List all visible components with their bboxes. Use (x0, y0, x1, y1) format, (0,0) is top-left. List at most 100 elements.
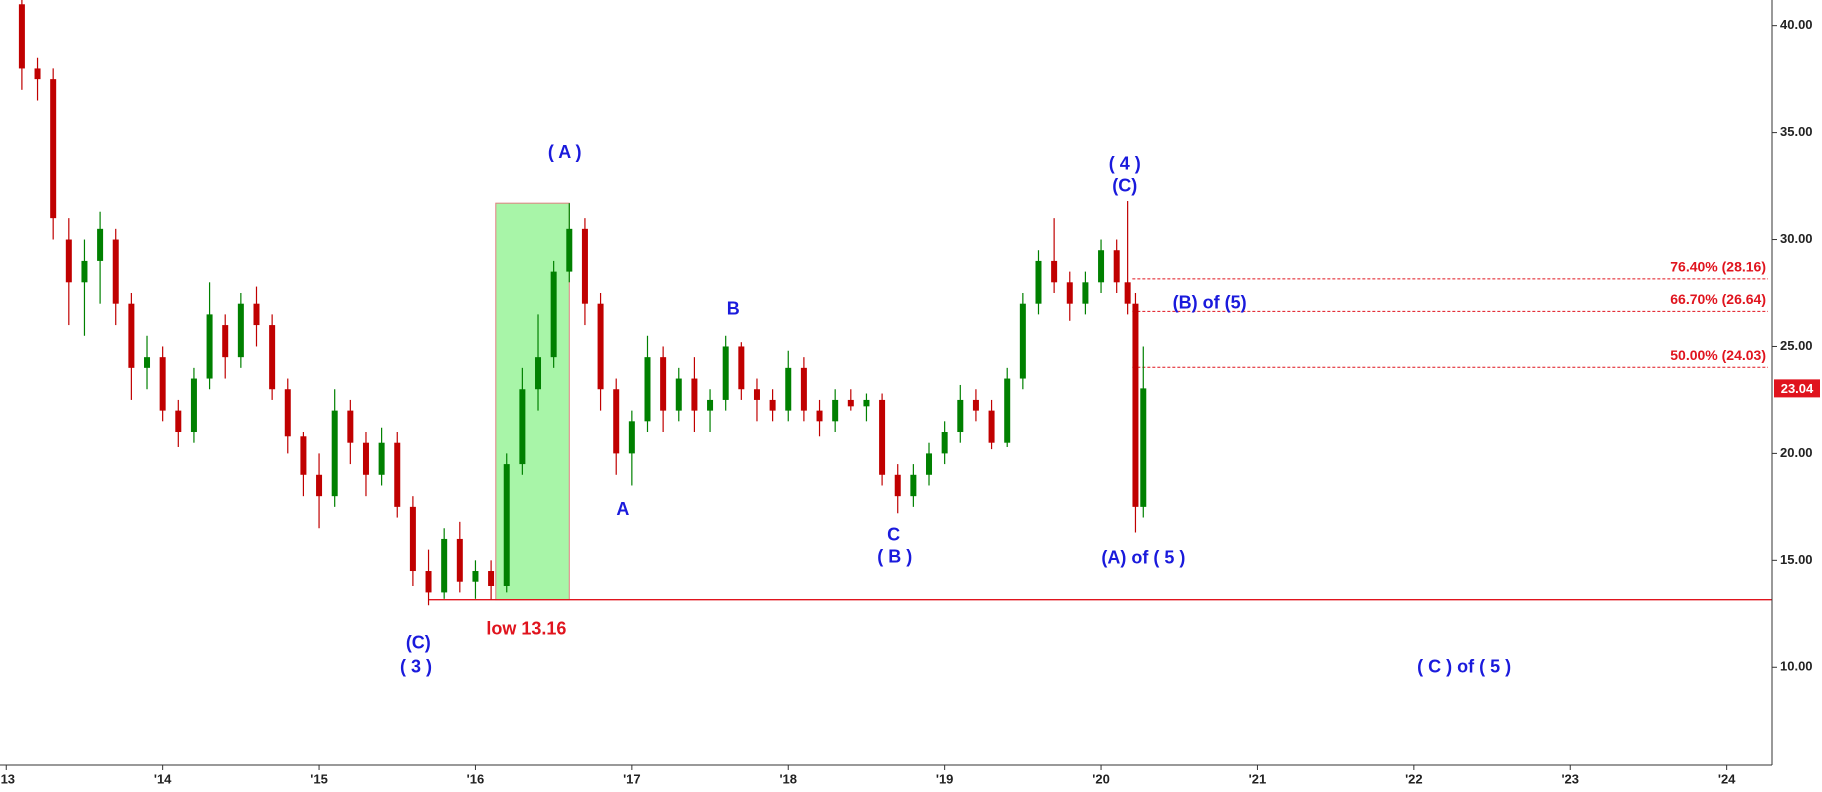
fib-level-label: 66.70% (26.64) (1670, 291, 1766, 307)
candle-body (675, 378, 682, 411)
candle-body (503, 464, 510, 586)
candle-body (1082, 282, 1089, 304)
candle-body (472, 571, 479, 582)
candle-body (378, 442, 385, 475)
candle-body (1113, 250, 1120, 283)
candle-body (941, 432, 948, 454)
candle-body (456, 538, 463, 582)
x-tick-label: '18 (779, 771, 797, 786)
plot-area (18, 0, 1772, 606)
x-tick-label: '15 (310, 771, 328, 786)
wave-label: ( B ) (877, 547, 912, 567)
price-tag (1774, 379, 1820, 398)
candle-body (425, 571, 432, 593)
candle-body (65, 239, 72, 283)
candle-body (926, 453, 933, 475)
y-tick-label: 40.00 (1780, 17, 1813, 32)
x-tick-label: '17 (623, 771, 641, 786)
candle-body (613, 389, 620, 454)
y-tick-label: 10.00 (1780, 659, 1813, 674)
candle-body (1140, 388, 1147, 507)
candle-body (190, 378, 197, 433)
candle-body (722, 346, 729, 400)
wave-label: B (727, 298, 740, 318)
candle-body (50, 79, 57, 219)
x-tick-label: '23 (1561, 771, 1579, 786)
candle-body (691, 378, 698, 411)
candle-body (832, 399, 839, 422)
candle-body (660, 357, 667, 411)
candle-body (394, 442, 401, 507)
candle-body (566, 228, 573, 272)
candle-body (97, 228, 104, 261)
candle-body (206, 314, 213, 379)
x-tick-label: '24 (1718, 771, 1736, 786)
y-tick-label: 35.00 (1780, 124, 1813, 139)
candle-body (128, 303, 135, 368)
wave-label: A (616, 499, 629, 519)
x-tick-label: '14 (154, 771, 172, 786)
candle-body (488, 571, 495, 586)
x-tick-label: '22 (1405, 771, 1423, 786)
wave-label: low 13.16 (486, 618, 566, 638)
wave-label: (C) (406, 632, 431, 652)
candle-body (316, 474, 323, 497)
candle-body (535, 357, 542, 390)
wave-label: (A) of ( 5 ) (1101, 548, 1185, 568)
candle-body (644, 357, 651, 422)
candle-body (581, 228, 588, 304)
candle-body (1035, 260, 1042, 304)
candle-body (550, 271, 557, 358)
candle-body (1098, 250, 1105, 283)
candle-body (1066, 282, 1073, 304)
axes (0, 0, 1773, 766)
candle-body (879, 399, 886, 475)
fib-level-label: 76.40% (28.16) (1670, 259, 1766, 275)
candle-body (800, 367, 807, 411)
x-tick-label: '20 (1092, 771, 1110, 786)
wave-label: ( 3 ) (400, 657, 432, 677)
wave-label: (B) of (5) (1173, 293, 1247, 313)
candle-body (81, 260, 88, 283)
candle-body (269, 325, 276, 390)
candle-body (910, 474, 917, 497)
candle-body (847, 399, 854, 407)
candle-body (284, 389, 291, 437)
candle-body (253, 303, 260, 326)
wave-label: ( A ) (548, 142, 582, 162)
candle-body (237, 303, 244, 358)
price-tag-label: 23.04 (1781, 381, 1814, 396)
candle-body (628, 421, 635, 454)
candle-body (753, 389, 760, 400)
x-tick-label: '19 (936, 771, 954, 786)
x-tick-label: '13 (0, 771, 15, 786)
candle-body (175, 410, 182, 433)
candle-body (34, 68, 41, 80)
candle-body (519, 389, 526, 465)
candle-body (1124, 282, 1131, 304)
candle-body (988, 410, 995, 443)
y-tick-label: 25.00 (1780, 338, 1813, 353)
candle-body (1051, 260, 1058, 283)
candle-body (972, 399, 979, 411)
candle-body (785, 367, 792, 411)
candle-body (769, 399, 776, 411)
wave-label: (C) (1112, 175, 1137, 195)
candle-body (1132, 303, 1139, 507)
candle-body (409, 506, 416, 572)
candle-body (112, 239, 119, 304)
candle-body (18, 4, 25, 69)
candle-body (441, 538, 448, 593)
x-tick-label: '16 (467, 771, 485, 786)
y-tick-label: 15.00 (1780, 552, 1813, 567)
x-tick-label: '21 (1249, 771, 1267, 786)
candle-body (159, 357, 166, 411)
wave-label: ( C ) of ( 5 ) (1417, 657, 1511, 677)
candle-body (144, 357, 151, 368)
y-tick-label: 30.00 (1780, 231, 1813, 246)
fib-level-label: 50.00% (24.03) (1670, 347, 1766, 363)
candle-body (707, 399, 714, 411)
wave-label: ( 4 ) (1109, 153, 1141, 173)
